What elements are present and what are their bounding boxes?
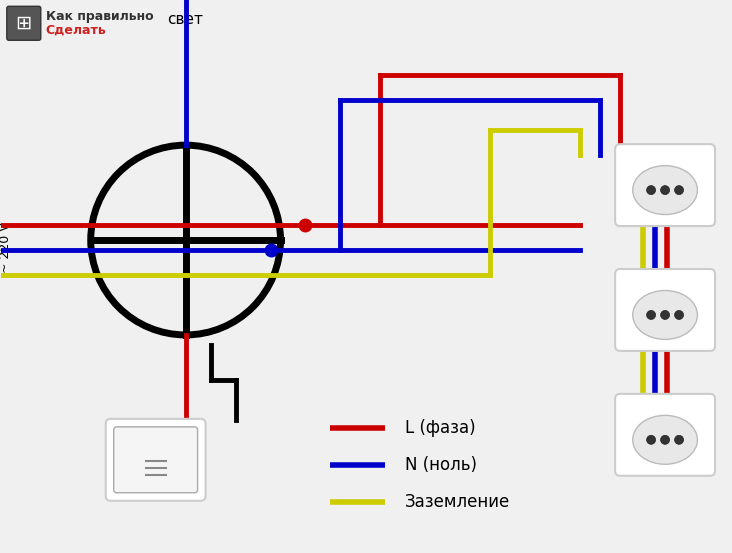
FancyBboxPatch shape — [113, 427, 198, 493]
Ellipse shape — [632, 415, 698, 465]
FancyBboxPatch shape — [7, 6, 41, 40]
Text: Заземление: Заземление — [406, 493, 511, 511]
Circle shape — [675, 186, 684, 195]
Text: ~ 220 V: ~ 220 V — [0, 223, 12, 273]
Circle shape — [646, 310, 656, 320]
Text: Сделать: Сделать — [46, 24, 107, 37]
FancyBboxPatch shape — [615, 144, 715, 226]
Circle shape — [675, 310, 684, 320]
Circle shape — [675, 435, 684, 444]
Text: N (ноль): N (ноль) — [406, 456, 477, 474]
Ellipse shape — [632, 290, 698, 340]
Text: Как правильно: Как правильно — [46, 10, 154, 23]
Circle shape — [660, 186, 670, 195]
FancyBboxPatch shape — [615, 269, 715, 351]
Text: свет: свет — [168, 12, 203, 27]
Ellipse shape — [632, 166, 698, 215]
Circle shape — [660, 435, 670, 444]
Text: L (фаза): L (фаза) — [406, 419, 476, 437]
FancyBboxPatch shape — [105, 419, 206, 501]
FancyBboxPatch shape — [615, 394, 715, 476]
Circle shape — [646, 186, 656, 195]
Text: ⊞: ⊞ — [15, 14, 32, 33]
Circle shape — [660, 310, 670, 320]
Circle shape — [646, 435, 656, 444]
